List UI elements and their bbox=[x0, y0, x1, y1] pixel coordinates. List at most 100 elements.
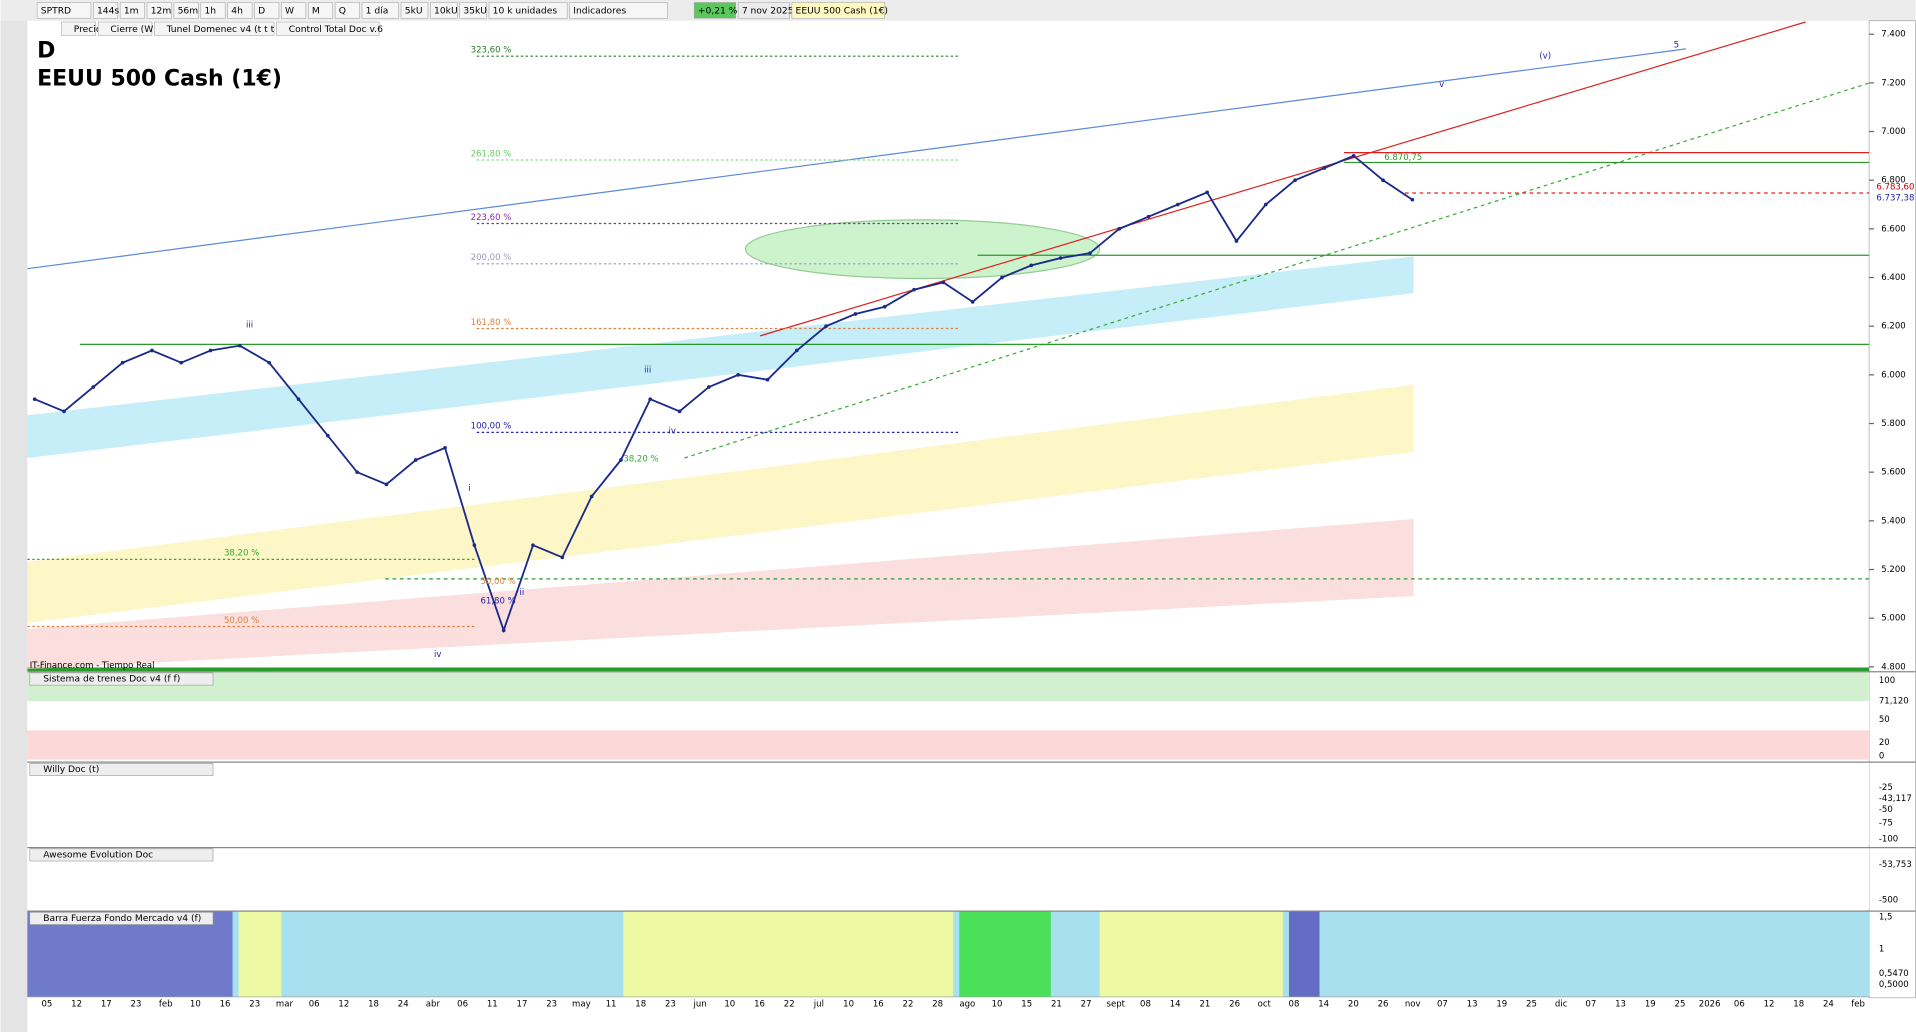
pane-label: 50 bbox=[1879, 715, 1890, 725]
x-tick-label: 14 bbox=[1318, 999, 1329, 1009]
wave-label: iv bbox=[669, 427, 676, 437]
price-point bbox=[619, 458, 623, 462]
toolbar-label[interactable]: 1 día bbox=[366, 6, 389, 16]
overlay-tag[interactable] bbox=[61, 21, 97, 36]
toolbar-button[interactable] bbox=[119, 2, 145, 19]
toolbar-label[interactable]: D bbox=[258, 6, 265, 16]
overlay-label[interactable]: Cierre (W) bbox=[110, 25, 156, 35]
price-point bbox=[1410, 197, 1415, 202]
source: IT-Finance.com - Tiempo Real bbox=[30, 661, 155, 671]
toolbar-button[interactable] bbox=[146, 2, 172, 19]
y-tick-label: 4.800 bbox=[1881, 662, 1905, 672]
price-point bbox=[150, 348, 154, 353]
toolbar-button[interactable] bbox=[737, 2, 790, 19]
price-point bbox=[62, 409, 66, 414]
x-tick-label: sept bbox=[1107, 999, 1126, 1009]
toolbar-label[interactable]: +0,21 % bbox=[698, 6, 738, 16]
toolbar-button[interactable] bbox=[254, 2, 280, 19]
pane-label: 1 bbox=[1879, 944, 1884, 954]
toolbar-label[interactable]: 7 nov 2025 bbox=[742, 6, 794, 16]
toolbar-button[interactable] bbox=[281, 2, 307, 19]
pane-label: -43,117 bbox=[1879, 794, 1912, 804]
toolbar-button[interactable] bbox=[488, 2, 568, 19]
fib-label: 200,00 % bbox=[471, 253, 512, 263]
toolbar-label[interactable]: 1h bbox=[204, 6, 216, 16]
x-tick-label: 22 bbox=[784, 999, 795, 1009]
price-point bbox=[1293, 178, 1297, 183]
y-tick-label: 6.200 bbox=[1881, 322, 1905, 332]
x-tick-label: 23 bbox=[665, 999, 676, 1009]
x-tick-label: 12 bbox=[338, 999, 349, 1009]
toolbar-label[interactable]: 10kU bbox=[434, 6, 458, 16]
toolbar-button[interactable] bbox=[569, 2, 668, 19]
x-tick-label: may bbox=[572, 999, 591, 1009]
toolbar-button[interactable] bbox=[693, 2, 737, 19]
toolbar-button[interactable] bbox=[334, 2, 360, 19]
toolbar-label[interactable]: 5kU bbox=[405, 6, 423, 16]
toolbar-button[interactable] bbox=[307, 2, 333, 19]
x-tick-label: 07 bbox=[1585, 999, 1596, 1009]
toolbar-button[interactable] bbox=[791, 2, 886, 19]
toolbar-label[interactable]: W bbox=[285, 6, 294, 16]
toolbar-button[interactable] bbox=[400, 2, 429, 19]
price-point bbox=[1029, 263, 1034, 268]
toolbar-label[interactable]: 1m bbox=[124, 6, 139, 16]
pane-bg bbox=[27, 671, 1870, 702]
overlay-label[interactable]: Precio bbox=[74, 25, 102, 35]
toolbar-label[interactable]: 10 k unidades bbox=[493, 6, 558, 16]
toolbar-button[interactable] bbox=[361, 2, 399, 19]
price-point bbox=[1351, 154, 1356, 158]
toolbar-button[interactable] bbox=[93, 2, 119, 19]
price-point bbox=[648, 397, 653, 402]
overlay-tag[interactable] bbox=[97, 21, 153, 36]
overlay-label[interactable]: Control Total Doc v.6 bbox=[289, 25, 383, 35]
strength-band bbox=[959, 911, 1051, 997]
strength-band bbox=[238, 911, 282, 997]
toolbar-label[interactable]: Indicadores bbox=[573, 6, 626, 16]
toolbar-label[interactable]: 144s bbox=[97, 6, 119, 16]
x-tick-label: 12 bbox=[1764, 999, 1775, 1009]
toolbar-button[interactable] bbox=[173, 2, 199, 19]
overlay-tag[interactable] bbox=[154, 21, 275, 36]
toolbar-label[interactable]: Q bbox=[339, 6, 346, 16]
fib-label: 323,60 % bbox=[471, 46, 512, 56]
y-tick-label: 6.400 bbox=[1881, 273, 1905, 283]
y-tick-label: 5.600 bbox=[1881, 468, 1905, 478]
x-tick-label: 15 bbox=[1021, 999, 1032, 1009]
toolbar-label[interactable]: EEUU 500 Cash (1€) bbox=[796, 6, 888, 16]
overlay-tag[interactable] bbox=[276, 21, 380, 36]
price-label: 6.737,38 bbox=[1876, 193, 1914, 203]
strength-band bbox=[27, 911, 233, 997]
fib-label: 261,80 % bbox=[471, 149, 512, 159]
x-tick-label: 19 bbox=[1496, 999, 1507, 1009]
price-point bbox=[1058, 256, 1063, 260]
trend-line bbox=[759, 21, 1806, 337]
x-tick-label: 06 bbox=[1734, 999, 1745, 1009]
x-tick-label: 21 bbox=[1051, 999, 1062, 1009]
toolbar-label[interactable]: M bbox=[312, 6, 320, 16]
pane-label: 1,5 bbox=[1879, 913, 1893, 923]
price-point bbox=[736, 373, 740, 377]
overlay-label[interactable]: Tunel Domenec v4 (t t t t t t) bbox=[166, 25, 298, 35]
toolbar-button[interactable] bbox=[36, 2, 92, 19]
toolbar-button[interactable] bbox=[227, 2, 253, 19]
toolbar-button[interactable] bbox=[459, 2, 487, 19]
toolbar-items[interactable]: SPTRD 144s 1m 12m 56m 1h 4h D W M Q 1 día 5kU 10kU 35k… bbox=[36, 2, 888, 36]
x-tick-label: 06 bbox=[309, 999, 320, 1009]
price-point bbox=[443, 446, 447, 450]
price-point bbox=[1322, 166, 1327, 170]
price-point bbox=[1146, 214, 1151, 219]
toolbar-label[interactable]: 35kU bbox=[463, 6, 487, 16]
toolbar-button[interactable] bbox=[200, 2, 226, 19]
trend-line bbox=[27, 48, 1686, 270]
price-point bbox=[794, 348, 799, 353]
x-tick-label: ago bbox=[959, 999, 975, 1009]
toolbar-button[interactable] bbox=[430, 2, 458, 19]
x-tick-label: 18 bbox=[1793, 999, 1804, 1009]
toolbar-label[interactable]: SPTRD bbox=[41, 6, 71, 16]
x-tick-label: 26 bbox=[1229, 999, 1240, 1009]
toolbar-label[interactable]: 56m bbox=[178, 6, 199, 16]
toolbar-label[interactable]: 4h bbox=[231, 6, 243, 16]
toolbar-label[interactable]: 12m bbox=[151, 6, 172, 16]
price-point bbox=[1000, 275, 1004, 280]
